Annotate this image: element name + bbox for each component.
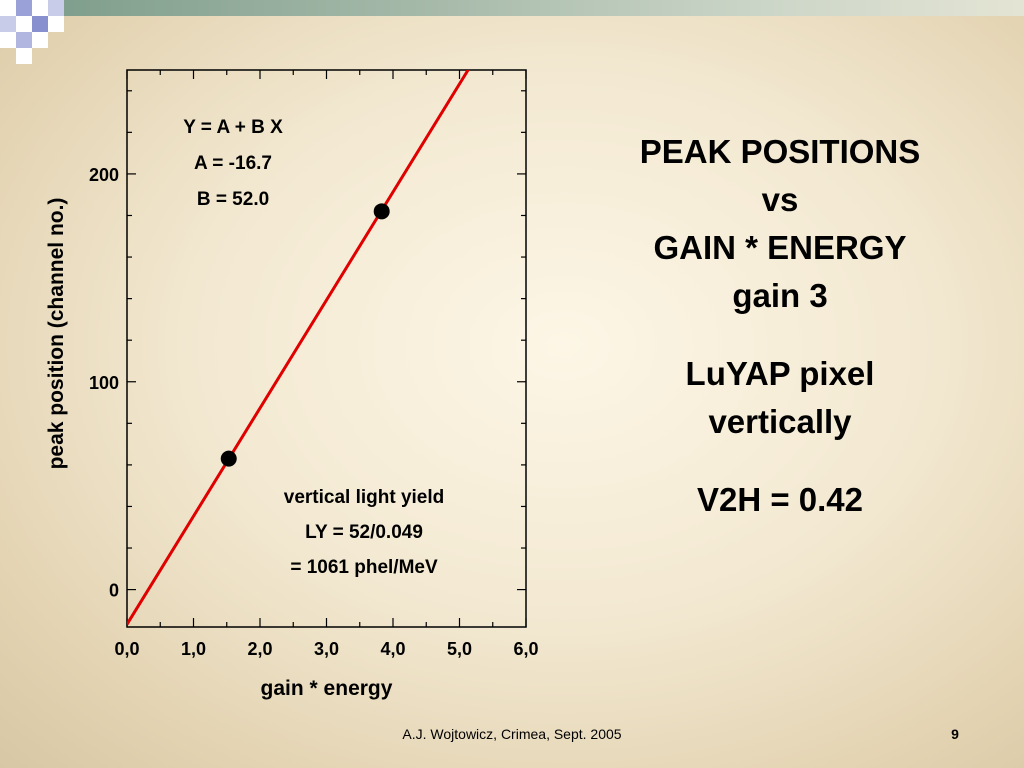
x-tick-label: 0,0: [114, 639, 139, 659]
x-tick-label: 3,0: [314, 639, 339, 659]
y-tick-label: 0: [109, 581, 119, 601]
yield-annotation-line: vertical light yield: [284, 487, 445, 508]
data-point: [373, 203, 390, 220]
subtitle-line-1: LuYAP pixel: [685, 355, 875, 392]
x-tick-label: 2,0: [247, 639, 272, 659]
plot-frame: [126, 69, 527, 628]
title-line-4: gain 3: [732, 277, 828, 314]
y-axis-label: peak position (channel no.): [45, 198, 68, 470]
page-number: 9: [951, 726, 959, 742]
top-banner: [0, 0, 1024, 16]
subtitle-line-2: vertically: [708, 403, 852, 440]
ratio-line: V2H = 0.42: [696, 481, 864, 518]
x-tick-label: 1,0: [181, 639, 206, 659]
slide-title-block: PEAK POSITIONS vs GAIN * ENERGY gain 3 L…: [560, 128, 1000, 524]
fit-line: [127, 70, 470, 626]
corner-decoration: [0, 0, 80, 64]
fit-annotation-line: B = 52.0: [197, 189, 269, 210]
yield-annotation-line: LY = 52/0.049: [305, 522, 423, 543]
x-tick-label: 6,0: [513, 639, 538, 659]
x-tick-label: 4,0: [380, 639, 405, 659]
y-tick-label: 200: [89, 165, 119, 185]
footer-text: A.J. Wojtowicz, Crimea, Sept. 2005: [402, 726, 622, 742]
title-line-1: PEAK POSITIONS: [639, 133, 921, 170]
title-line-3: GAIN * ENERGY: [653, 229, 907, 266]
fit-annotation-line: Y = A + B X: [183, 117, 283, 138]
data-point: [220, 450, 237, 467]
peak-position-chart: 0,0 1,0 2,0 3,0 4,0 5,0 6,0 0 100 200 gain * energ…: [45, 69, 539, 700]
fit-annotation-line: A = -16.7: [194, 153, 272, 174]
title-line-2: vs: [761, 181, 799, 218]
yield-annotation-line: = 1061 phel/MeV: [290, 557, 438, 578]
x-tick-label: 5,0: [447, 639, 472, 659]
x-axis-label: gain * energy: [261, 677, 393, 700]
y-tick-label: 100: [89, 373, 119, 393]
